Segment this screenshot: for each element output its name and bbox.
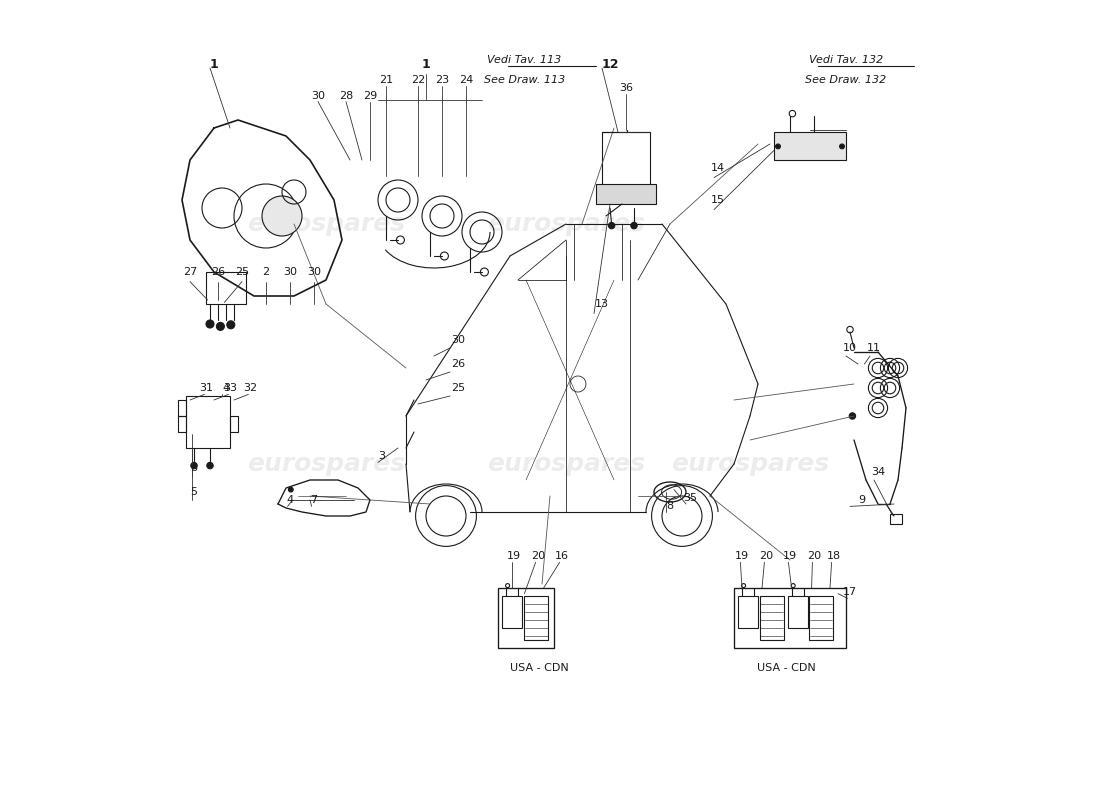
Text: 34: 34 (871, 467, 886, 477)
Bar (738, 596, 758, 628)
Bar (734, 588, 846, 648)
Circle shape (217, 322, 224, 330)
Bar (788, 596, 807, 628)
Text: 30: 30 (283, 267, 297, 277)
Text: eurospares: eurospares (246, 212, 405, 236)
Text: 32: 32 (243, 383, 257, 393)
Text: 7: 7 (310, 495, 318, 505)
Bar (890, 514, 902, 524)
Circle shape (262, 196, 303, 236)
Text: 17: 17 (843, 587, 857, 597)
Text: 13: 13 (595, 299, 609, 309)
Text: 5: 5 (190, 487, 198, 497)
Text: 19: 19 (783, 551, 798, 561)
Bar (525, 596, 549, 640)
Text: 25: 25 (451, 383, 465, 393)
Text: 27: 27 (183, 267, 197, 277)
Text: 28: 28 (339, 91, 353, 101)
Bar (178, 400, 186, 416)
Text: 3: 3 (378, 451, 385, 461)
Text: 19: 19 (507, 551, 521, 561)
Text: USA - CDN: USA - CDN (757, 663, 815, 673)
Text: 16: 16 (556, 551, 569, 561)
Bar (602, 132, 650, 192)
Circle shape (630, 222, 637, 229)
Circle shape (776, 144, 780, 149)
Text: Vedi Tav. 113: Vedi Tav. 113 (487, 55, 561, 65)
Circle shape (608, 222, 615, 229)
Text: 11: 11 (867, 343, 881, 353)
Text: eurospares: eurospares (671, 452, 829, 476)
Text: 18: 18 (827, 551, 842, 561)
Text: See Draw. 113: See Draw. 113 (484, 75, 565, 85)
Text: 8: 8 (667, 501, 673, 510)
Text: 23: 23 (434, 75, 449, 85)
Text: 1: 1 (210, 58, 219, 70)
Bar (810, 596, 833, 640)
Bar (760, 596, 783, 640)
Text: 6: 6 (190, 463, 198, 473)
Text: See Draw. 132: See Draw. 132 (805, 75, 887, 85)
Text: 1: 1 (421, 58, 430, 70)
Text: 21: 21 (378, 75, 393, 85)
Bar (596, 184, 657, 204)
Text: 22: 22 (411, 75, 425, 85)
Text: 2: 2 (263, 267, 270, 277)
Text: 31: 31 (199, 383, 213, 393)
Text: 30: 30 (451, 335, 465, 345)
Text: 24: 24 (459, 75, 473, 85)
Text: 15: 15 (711, 195, 725, 205)
Text: 10: 10 (843, 343, 857, 353)
Circle shape (190, 462, 197, 469)
Bar (502, 596, 522, 628)
Circle shape (206, 320, 214, 328)
Bar (774, 132, 846, 160)
Text: 29: 29 (363, 91, 377, 101)
Text: 4: 4 (222, 383, 230, 393)
Bar (186, 396, 230, 448)
Text: 20: 20 (531, 551, 546, 561)
Text: 4: 4 (286, 495, 294, 505)
Text: 19: 19 (735, 551, 749, 561)
Bar (178, 416, 186, 432)
Circle shape (849, 413, 856, 419)
Text: 12: 12 (602, 58, 618, 70)
Circle shape (839, 144, 845, 149)
Text: eurospares: eurospares (487, 452, 645, 476)
Text: Vedi Tav. 132: Vedi Tav. 132 (808, 55, 883, 65)
Text: 9: 9 (858, 495, 866, 505)
Text: 30: 30 (311, 91, 324, 101)
Text: 33: 33 (223, 383, 236, 393)
Bar (230, 416, 238, 432)
Text: 35: 35 (683, 493, 697, 502)
Bar (498, 588, 554, 648)
Text: 25: 25 (235, 267, 249, 277)
Text: eurospares: eurospares (246, 452, 405, 476)
Text: 26: 26 (211, 267, 226, 277)
Text: 14: 14 (711, 163, 725, 173)
Circle shape (227, 321, 234, 329)
Text: eurospares: eurospares (487, 212, 645, 236)
Text: 26: 26 (451, 359, 465, 369)
Text: 36: 36 (619, 83, 632, 93)
Circle shape (207, 462, 213, 469)
Text: USA - CDN: USA - CDN (510, 663, 569, 673)
Text: 20: 20 (807, 551, 821, 561)
Text: 20: 20 (759, 551, 773, 561)
Text: 30: 30 (307, 267, 321, 277)
Bar (206, 272, 246, 304)
Circle shape (288, 487, 294, 492)
